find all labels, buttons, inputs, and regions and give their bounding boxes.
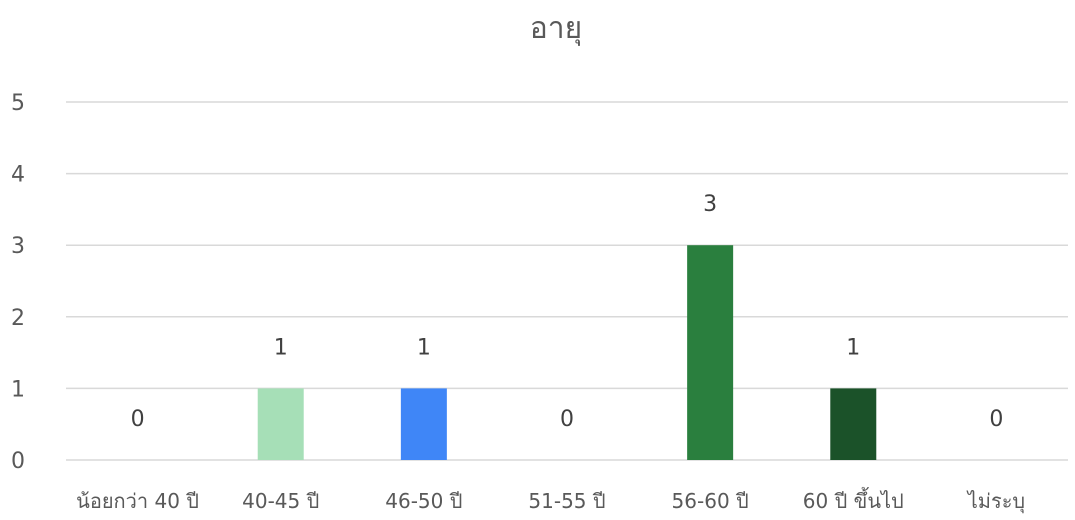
y-tick-label-3: 3 xyxy=(11,234,25,259)
data-labels: 0 1 1 0 3 1 0 xyxy=(131,192,1004,432)
x-axis-ticks: น้อยกว่า 40 ปี 40-45 ปี 46-50 ปี 51-55 ปี 56… xyxy=(76,487,1025,514)
x-tick-label-1: น้อยกว่า 40 ปี xyxy=(76,489,199,513)
bars xyxy=(257,245,877,460)
chart-title: อายุ xyxy=(530,11,582,47)
bar-3 xyxy=(400,388,447,460)
x-tick-label-3: 46-50 ปี xyxy=(385,489,462,513)
data-label-7: 0 xyxy=(989,407,1003,432)
x-tick-label-7: ไม่ระบุ xyxy=(966,489,1025,514)
data-label-3: 1 xyxy=(417,335,431,360)
y-tick-label-2: 2 xyxy=(11,306,25,331)
y-axis-ticks: 0 1 2 3 4 5 xyxy=(11,91,25,474)
x-tick-label-2: 40-45 ปี xyxy=(242,489,319,513)
data-label-6: 1 xyxy=(846,335,860,360)
x-tick-label-5: 56-60 ปี xyxy=(672,489,749,513)
data-label-4: 0 xyxy=(560,407,574,432)
y-tick-label-4: 4 xyxy=(11,163,25,188)
bar-6 xyxy=(830,388,877,460)
y-tick-label-5: 5 xyxy=(11,91,25,116)
data-label-1: 0 xyxy=(131,407,145,432)
gridlines xyxy=(66,101,1068,461)
data-label-5: 3 xyxy=(703,192,717,217)
y-tick-label-1: 1 xyxy=(11,377,25,402)
data-label-2: 1 xyxy=(274,335,288,360)
bar-2 xyxy=(257,388,304,460)
bar-5 xyxy=(687,245,734,460)
x-tick-label-6: 60 ปี ขึ้นไป xyxy=(803,487,904,513)
y-tick-label-0: 0 xyxy=(11,449,25,474)
x-tick-label-4: 51-55 ปี xyxy=(528,489,605,513)
